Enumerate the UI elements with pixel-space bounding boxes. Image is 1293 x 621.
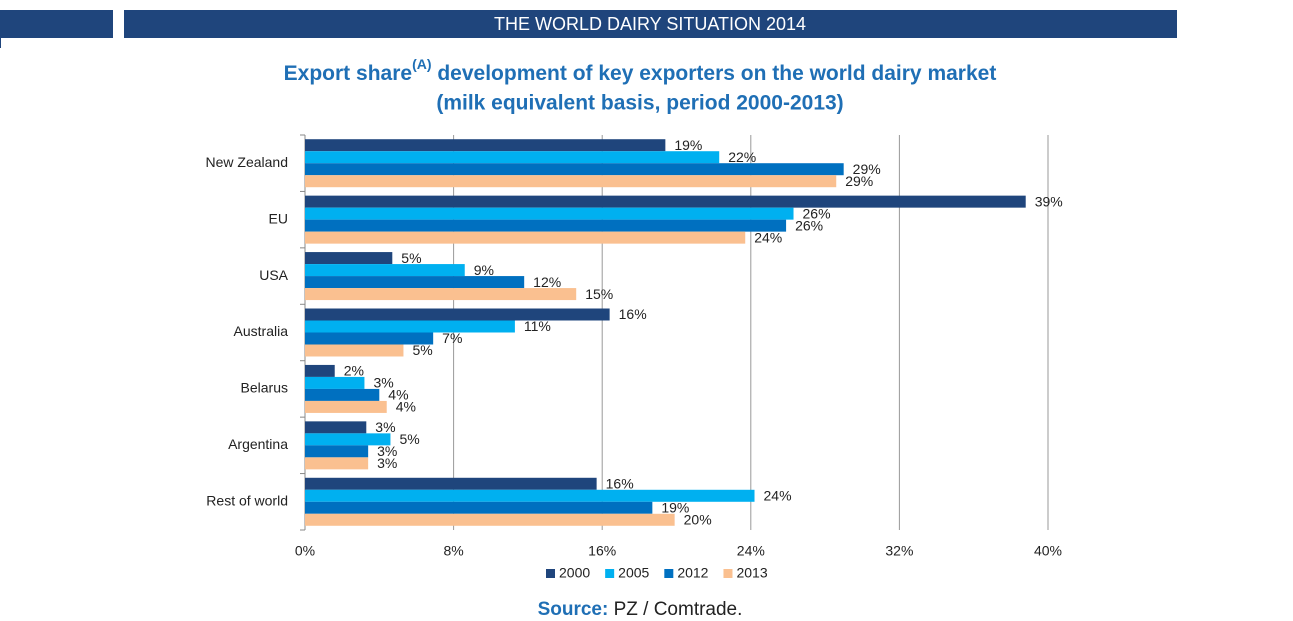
legend-swatch (664, 569, 674, 578)
value-label: 16% (619, 306, 647, 322)
header-bar (124, 10, 1177, 38)
value-label: 26% (795, 217, 823, 233)
x-tick-label: 32% (885, 543, 913, 559)
legend-swatch (546, 569, 555, 578)
value-label: 19% (661, 499, 689, 515)
value-label: 24% (754, 229, 782, 245)
value-label: 15% (585, 286, 613, 302)
legend-swatch (605, 569, 615, 578)
title-rest: development of key exporters on the worl… (432, 62, 997, 85)
bar (305, 457, 369, 470)
value-label: 4% (396, 399, 416, 415)
bar (305, 400, 387, 413)
bar (305, 421, 367, 434)
value-label: 3% (373, 375, 393, 391)
bar (305, 252, 393, 265)
bar (305, 207, 794, 220)
header-title: THE WORLD DAIRY SITUATION 2014 (494, 14, 806, 34)
value-label: 39% (1035, 193, 1063, 209)
bar (305, 219, 787, 232)
bar (305, 163, 844, 176)
bar (305, 501, 653, 514)
bar (305, 445, 369, 458)
bar (305, 364, 335, 377)
legend-label: 2013 (736, 565, 767, 581)
y-tick-label: Argentina (228, 436, 288, 452)
bar (305, 308, 610, 321)
value-label: 29% (853, 161, 881, 177)
value-label: 24% (764, 487, 792, 503)
value-label: 26% (803, 205, 831, 221)
bar (305, 151, 720, 164)
legend-swatch (723, 569, 733, 578)
value-label: 4% (388, 387, 408, 403)
value-label: 20% (684, 511, 712, 527)
value-label: 16% (606, 475, 634, 491)
header-block (0, 10, 113, 38)
value-label: 5% (399, 431, 419, 447)
value-label: 12% (533, 274, 561, 290)
chart-title: Export share(A) development of key expor… (284, 56, 997, 85)
value-label: 9% (474, 262, 494, 278)
bar (305, 139, 666, 152)
value-label: 19% (674, 137, 702, 153)
y-tick-label: Australia (234, 323, 289, 339)
value-label: 5% (412, 342, 432, 358)
bar (305, 489, 755, 502)
y-tick-label: USA (259, 267, 288, 283)
source-label: Source: (538, 599, 609, 620)
source: Source: PZ / Comtrade. (538, 599, 743, 620)
x-tick-label: 8% (443, 543, 463, 559)
y-tick-label: EU (269, 210, 288, 226)
bar (305, 288, 577, 301)
y-tick-label: New Zealand (206, 154, 289, 170)
bar (305, 231, 746, 244)
bar (305, 276, 525, 289)
bar (305, 344, 404, 357)
value-label: 7% (442, 330, 462, 346)
legend-label: 2012 (677, 565, 708, 581)
value-label: 2% (344, 363, 364, 379)
x-tick-label: 40% (1034, 543, 1062, 559)
legend-label: 2000 (559, 565, 590, 581)
value-label: 5% (401, 250, 421, 266)
bar (305, 433, 391, 446)
bar (305, 195, 1026, 208)
value-label: 22% (728, 149, 756, 165)
y-tick-label: Belarus (241, 380, 288, 396)
value-label: 3% (377, 443, 397, 459)
title-main: Export share (284, 62, 412, 85)
value-label: 29% (845, 173, 873, 189)
bar (305, 513, 675, 526)
bar (305, 320, 515, 333)
bar (305, 388, 380, 401)
bar (305, 477, 597, 490)
chart-subtitle: (milk equivalent basis, period 2000-2013… (436, 92, 843, 115)
bar (305, 175, 837, 188)
source-text: PZ / Comtrade. (608, 599, 742, 620)
bar (305, 264, 465, 277)
x-tick-label: 0% (295, 543, 315, 559)
bar (305, 332, 434, 345)
legend-label: 2005 (618, 565, 649, 581)
x-tick-label: 16% (588, 543, 616, 559)
title-superscript: (A) (412, 56, 431, 72)
y-tick-label: Rest of world (206, 492, 288, 508)
value-label: 11% (524, 318, 551, 334)
x-tick-label: 24% (737, 543, 765, 559)
value-label: 3% (377, 455, 397, 471)
bar (305, 376, 365, 389)
value-label: 3% (375, 419, 395, 435)
